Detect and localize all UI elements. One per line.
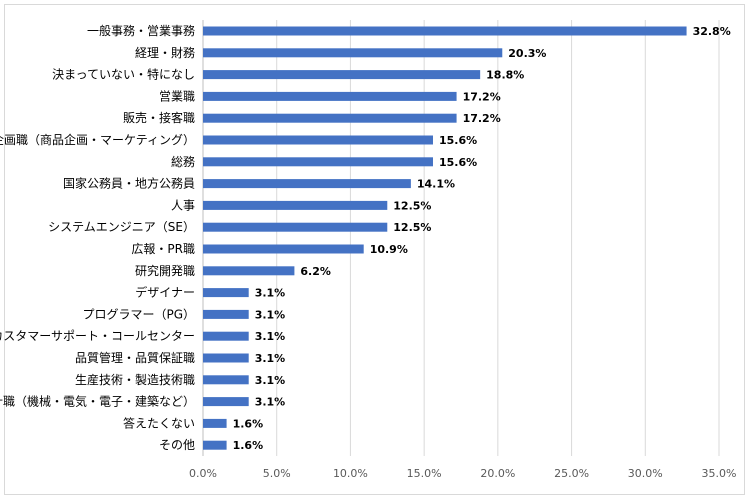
bar	[203, 222, 388, 232]
bar	[203, 200, 388, 210]
x-tick-label: 30.0%	[628, 467, 663, 480]
x-tick-label: 0.0%	[189, 467, 217, 480]
category-label: 人事	[171, 198, 195, 212]
data-label: 12.5%	[393, 199, 431, 212]
x-tick-label: 5.0%	[263, 467, 291, 480]
category-label: 経理・財務	[135, 45, 195, 60]
data-label: 3.1%	[255, 396, 286, 409]
category-label: 広報・PR職	[131, 242, 195, 256]
x-tick-label: 10.0%	[333, 467, 368, 480]
x-tick-label: 15.0%	[407, 467, 442, 480]
data-label: 3.1%	[255, 287, 286, 300]
data-label: 3.1%	[255, 352, 286, 365]
bar	[203, 309, 249, 319]
data-label: 1.6%	[233, 417, 264, 430]
data-label: 3.1%	[255, 374, 286, 387]
data-label: 15.6%	[439, 134, 477, 147]
bar	[203, 331, 249, 341]
bar	[203, 440, 227, 450]
data-label: 18.8%	[486, 69, 524, 82]
bar	[203, 113, 457, 123]
category-label: 営業職	[159, 89, 195, 103]
category-label: 決まっていない・特になし	[52, 67, 195, 82]
category-label: プログラマー（PG）	[82, 307, 195, 321]
category-label: デザイナー	[135, 285, 195, 300]
bar	[203, 375, 249, 385]
category-label: 生産技術・製造技術職	[75, 372, 195, 387]
x-tick-label: 25.0%	[554, 467, 589, 480]
bar	[203, 91, 457, 101]
bar	[203, 418, 227, 428]
bar	[203, 353, 249, 363]
data-label: 10.9%	[370, 243, 408, 256]
category-label: システムエンジニア（SE）	[48, 220, 195, 234]
data-label: 20.3%	[508, 47, 546, 60]
bar	[203, 70, 481, 80]
category-label: 企画職（商品企画・マーケティング）	[0, 132, 195, 147]
data-label: 6.2%	[300, 265, 331, 278]
chart-frame	[4, 4, 745, 495]
category-label: 国家公務員・地方公務員	[63, 176, 195, 191]
bar	[203, 244, 364, 254]
bar	[203, 157, 433, 167]
category-label: カスタマーサポート・コールセンター	[0, 329, 195, 343]
category-label: 設計職（機械・電気・電子・建築など）	[0, 394, 195, 409]
data-label: 17.2%	[463, 90, 501, 103]
category-label: 一般事務・営業事務	[87, 23, 195, 38]
category-label: 総務	[171, 155, 195, 169]
bar	[203, 288, 249, 298]
data-label: 1.6%	[233, 439, 264, 452]
bar	[203, 179, 411, 189]
data-label: 12.5%	[393, 221, 431, 234]
data-label: 17.2%	[463, 112, 501, 125]
bar	[203, 135, 433, 145]
category-label: その他	[159, 438, 195, 452]
data-label: 32.8%	[693, 25, 731, 38]
x-tick-label: 35.0%	[702, 467, 737, 480]
x-tick-label: 20.0%	[480, 467, 515, 480]
category-label: 答えたくない	[123, 415, 195, 430]
bar	[203, 48, 503, 58]
category-label: 販売・接客職	[123, 110, 195, 125]
bar	[203, 397, 249, 407]
category-label: 品質管理・品質保証職	[75, 350, 195, 365]
data-label: 3.1%	[255, 308, 286, 321]
category-label: 研究開発職	[135, 263, 195, 278]
bar	[203, 266, 295, 276]
data-label: 15.6%	[439, 156, 477, 169]
bar	[203, 26, 687, 36]
data-label: 14.1%	[417, 178, 455, 191]
data-label: 3.1%	[255, 330, 286, 343]
